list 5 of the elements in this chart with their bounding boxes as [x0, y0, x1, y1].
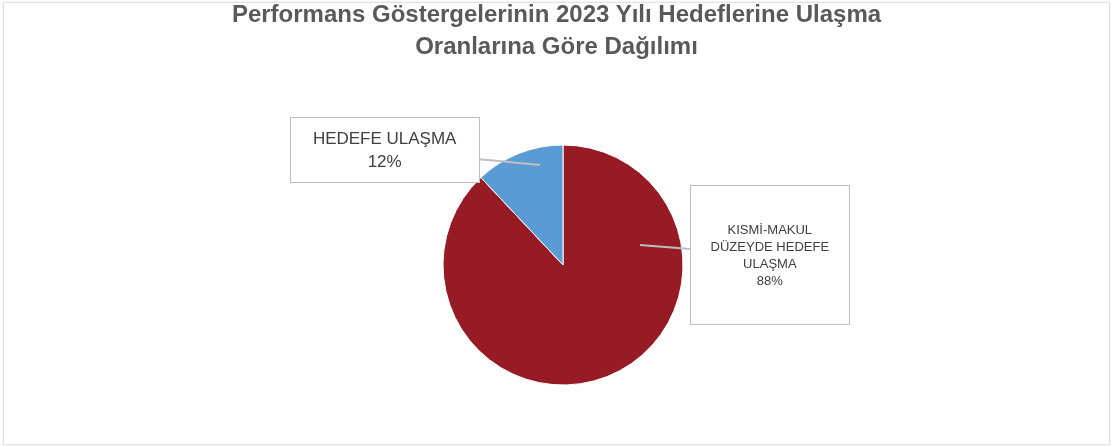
slice-label: HEDEFE ULAŞMA — [312, 129, 458, 149]
data-label: 88% — [756, 272, 784, 288]
slice-label: KISMİ-MAKUL DÜZEYDE HEDEFE ULAŞMA — [710, 222, 830, 271]
data-label: 12% — [367, 151, 402, 171]
chart-title: Performans Göstergelerinin 2023 Yılı Hedeflerine Ulaşma Oranlarına Göre Dağılımı — [231, 0, 882, 59]
